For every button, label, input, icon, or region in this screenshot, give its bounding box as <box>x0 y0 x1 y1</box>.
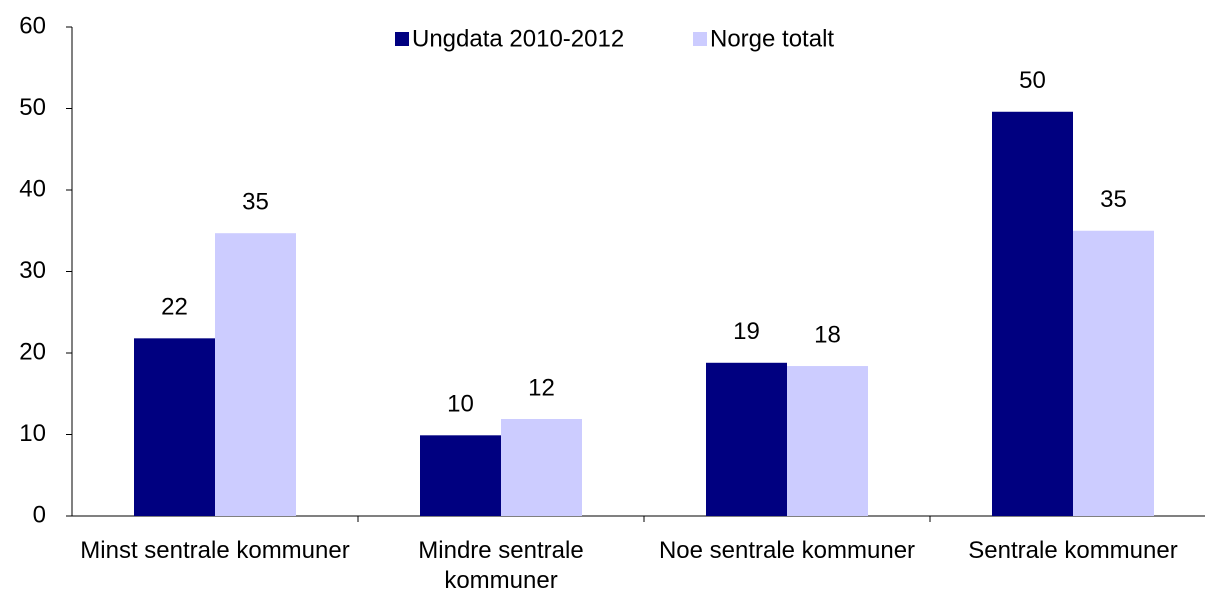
x-tick-label: Mindre sentrale kommuner <box>418 537 584 594</box>
bar <box>992 111 1073 516</box>
y-tick-label: 20 <box>19 338 46 365</box>
bar <box>706 362 787 516</box>
value-label: 12 <box>528 374 555 401</box>
y-tick-label: 30 <box>19 257 46 284</box>
x-tick-label: Minst sentrale kommuner <box>80 537 350 564</box>
bar <box>1073 230 1154 516</box>
bar <box>420 435 501 516</box>
value-label: 19 <box>733 318 760 345</box>
value-label: 10 <box>447 391 474 418</box>
legend-swatch <box>395 32 409 46</box>
bar <box>215 233 296 516</box>
y-tick-label: 10 <box>19 420 46 447</box>
y-tick-label: 0 <box>33 501 46 528</box>
value-label: 35 <box>242 189 269 216</box>
value-label: 35 <box>1100 186 1127 213</box>
y-tick-label: 60 <box>19 12 46 39</box>
x-tick-label: Sentrale kommuner <box>968 537 1178 564</box>
legend-swatch <box>693 32 707 46</box>
y-tick-label: 40 <box>19 175 46 202</box>
value-label: 22 <box>161 294 188 321</box>
value-label: 50 <box>1019 67 1046 94</box>
y-tick-label: 50 <box>19 94 46 121</box>
legend-label: Ungdata 2010-2012 <box>412 25 624 52</box>
bar <box>501 419 582 516</box>
value-label: 18 <box>814 321 841 348</box>
legend-label: Norge totalt <box>710 25 834 52</box>
bar <box>787 366 868 516</box>
bar <box>134 338 215 516</box>
x-tick-label: Noe sentrale kommuner <box>658 537 916 564</box>
